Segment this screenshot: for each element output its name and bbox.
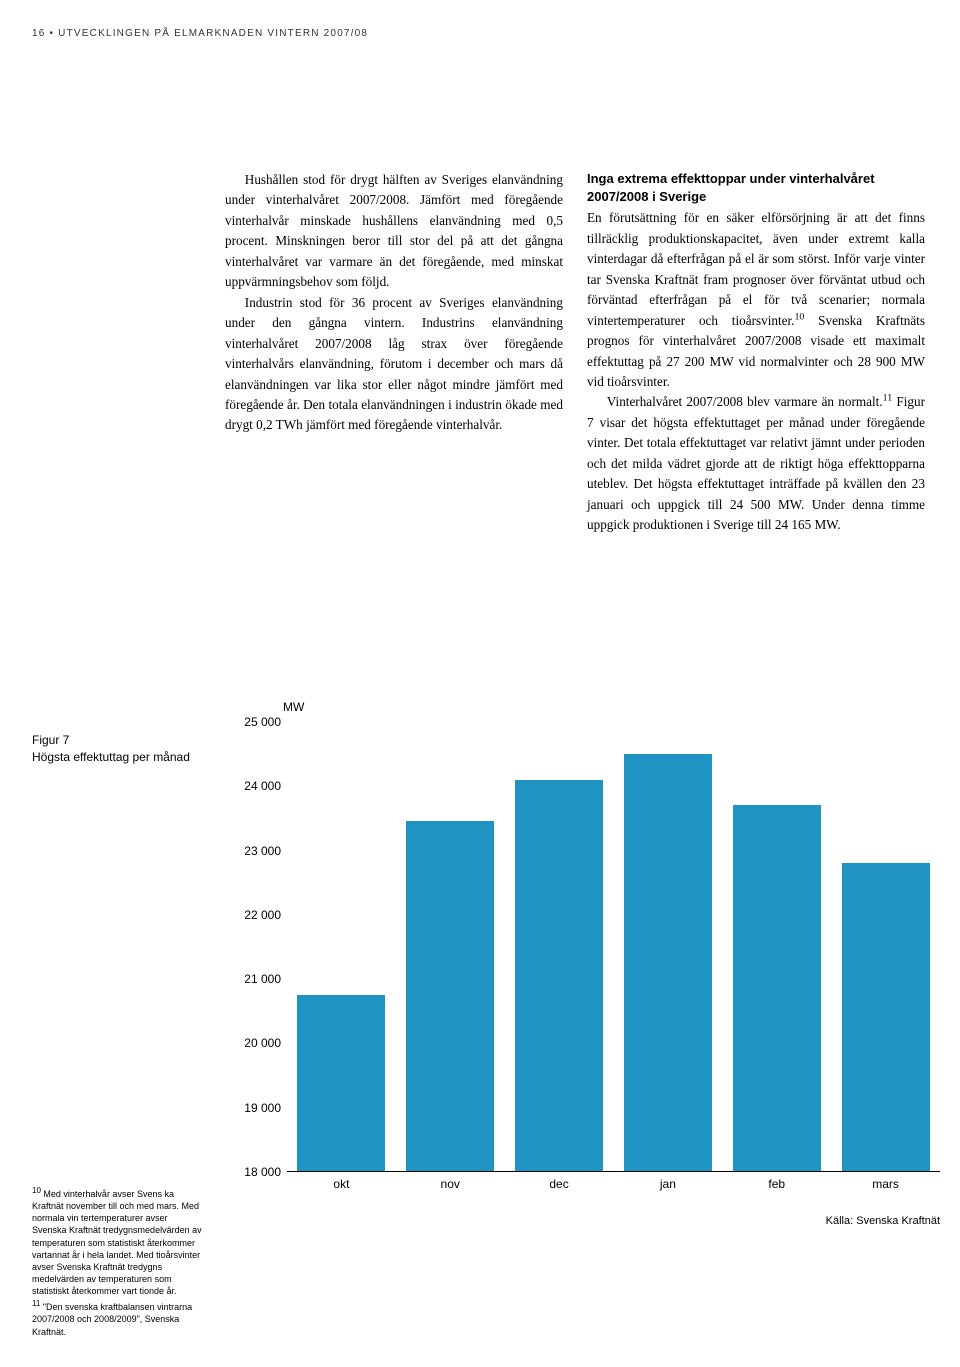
y-tick-label: 25 000 <box>225 715 281 729</box>
right-p1-a: En förutsättning för en säker elförsörjn… <box>587 210 925 327</box>
bar-okt <box>297 995 385 1171</box>
x-tick-label: okt <box>297 1177 385 1197</box>
chart-area: 18 000 19 000 20 000 21 000 22 000 23 000 24 0… <box>225 722 940 1197</box>
y-tick-label: 22 000 <box>225 908 281 922</box>
footnote-10: 10 Med vinterhalvår avser Svens ka Kraft… <box>32 1188 202 1297</box>
right-heading: Inga extrema effekttoppar under vinterha… <box>587 170 925 206</box>
footnote-ref-10: 10 <box>794 311 804 322</box>
x-tick-label: feb <box>733 1177 821 1197</box>
figure-caption: Figur 7 Högsta effektuttag per månad <box>32 732 202 766</box>
y-tick-label: 19 000 <box>225 1101 281 1115</box>
y-axis-labels: 18 00019 00020 00021 00022 00023 00024 0… <box>225 722 281 1172</box>
left-paragraph-1: Hushållen stod för drygt hälften av Sver… <box>225 170 563 293</box>
y-tick-label: 21 000 <box>225 972 281 986</box>
x-tick-label: nov <box>406 1177 494 1197</box>
left-column: Hushållen stod för drygt hälften av Sver… <box>225 170 563 536</box>
body-text-columns: Hushållen stod för drygt hälften av Sver… <box>225 170 925 536</box>
figure-subtitle: Högsta effektuttag per månad <box>32 749 202 766</box>
bar-nov <box>406 821 494 1171</box>
y-tick-label: 23 000 <box>225 844 281 858</box>
y-tick-label: 18 000 <box>225 1165 281 1179</box>
footnote-11: 11 "Den svenska kraftbalansen vintrarna … <box>32 1301 202 1337</box>
right-p2-a: Vinterhalvåret 2007/2008 blev varmare än… <box>607 394 883 409</box>
y-tick-label: 20 000 <box>225 1036 281 1050</box>
bar-chart: MW 18 000 19 000 20 000 21 000 22 000 23 000 2… <box>225 700 940 1197</box>
footnotes: 10 Med vinterhalvår avser Svens ka Kraft… <box>32 1188 202 1342</box>
x-tick-label: mars <box>842 1177 930 1197</box>
footnote-ref-11: 11 <box>883 393 893 404</box>
right-p2-b: Figur 7 visar det högsta effektuttaget p… <box>587 394 925 532</box>
bars-container <box>287 722 940 1171</box>
footnote-10-text: Med vinterhalvår avser Svens ka Kraftnät… <box>32 1189 202 1296</box>
footnote-10-number: 10 <box>32 1186 41 1195</box>
bar-jan <box>624 754 712 1171</box>
chart-source: Källa: Svenska Kraftnät <box>826 1215 940 1227</box>
right-paragraph-2: Vinterhalvåret 2007/2008 blev varmare än… <box>587 392 925 535</box>
right-paragraph-1: En förutsättning för en säker elförsörjn… <box>587 208 925 392</box>
x-tick-label: dec <box>515 1177 603 1197</box>
page-header: 16 • UTVECKLINGEN PÅ ELMARKNADEN VINTERN… <box>32 28 368 39</box>
plot-area <box>287 722 940 1172</box>
left-paragraph-2: Industrin stod för 36 procent av Sverige… <box>225 293 563 436</box>
footnote-11-text: "Den svenska kraftbalansen vintrarna 200… <box>32 1302 192 1336</box>
right-column: Inga extrema effekttoppar under vinterha… <box>587 170 925 536</box>
figure-number: Figur 7 <box>32 732 202 749</box>
bar-mars <box>842 863 930 1171</box>
bar-feb <box>733 805 821 1171</box>
x-tick-label: jan <box>624 1177 712 1197</box>
y-axis-unit: MW <box>283 700 940 714</box>
x-axis-labels: okt nov dec jan feb mars <box>287 1177 940 1197</box>
bar-dec <box>515 780 603 1171</box>
y-tick-label: 24 000 <box>225 779 281 793</box>
